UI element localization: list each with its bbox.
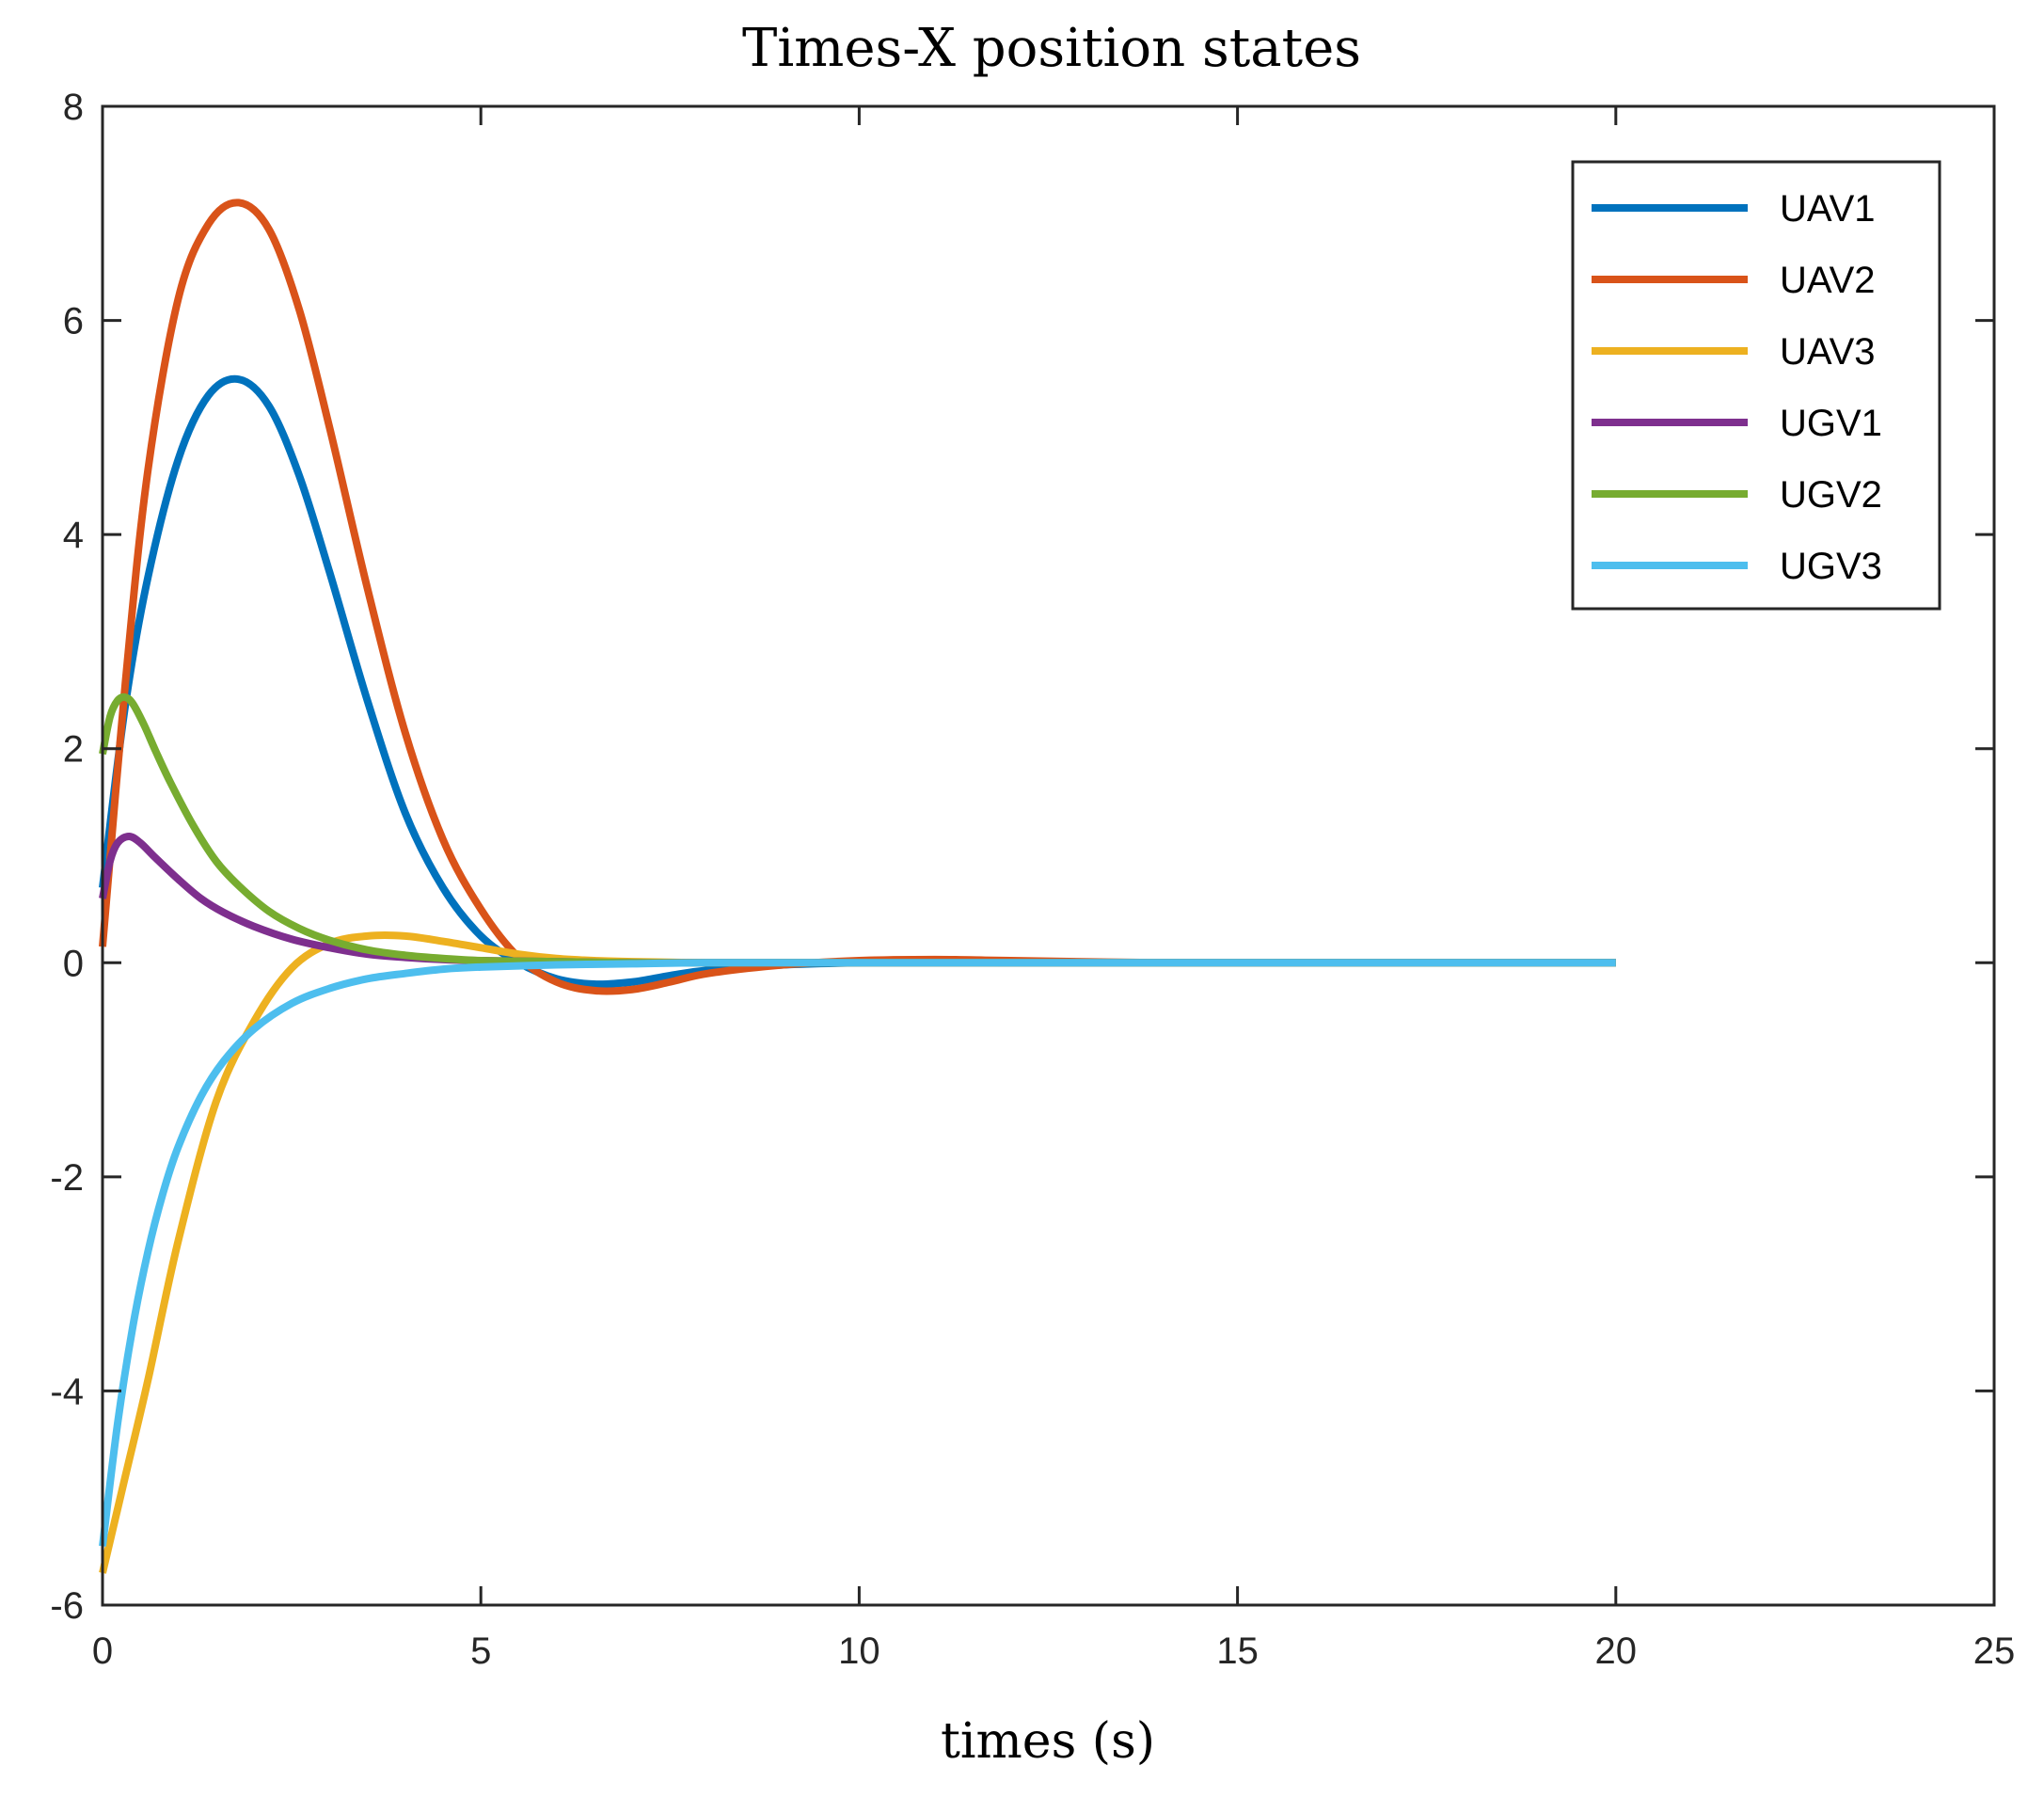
legend-items: UAV1 UAV2 UAV3 UGV1 UGV2 UGV3	[1592, 188, 1882, 587]
legend-label-uav3: UAV3	[1780, 331, 1876, 373]
legend: UAV1 UAV2 UAV3 UGV1 UGV2 UGV3	[1571, 160, 1941, 611]
y-tick-label: 2	[63, 729, 84, 771]
ticks-group: 0 5 10 15 20 25 -6 -4 -2 0 2 4 6 8	[50, 87, 2015, 1672]
y-tick-label: 6	[63, 301, 84, 342]
x-tick-label: 5	[470, 1630, 491, 1672]
x-tick-label: 0	[92, 1630, 113, 1672]
legend-label-uav1: UAV1	[1780, 188, 1876, 230]
y-tick-label: 4	[63, 515, 84, 556]
y-tick-label: -2	[50, 1157, 84, 1199]
y-tick-label: -4	[50, 1371, 84, 1412]
legend-label-ugv1: UGV1	[1780, 403, 1882, 444]
y-tick-label: 0	[63, 943, 84, 984]
legend-label-uav2: UAV2	[1780, 260, 1876, 301]
x-tick-label: 20	[1595, 1630, 1638, 1672]
y-tick-label: -6	[50, 1585, 84, 1627]
series-line-ugv3	[99, 959, 1616, 1547]
x-tick-label: 10	[838, 1630, 880, 1672]
y-tick-label: 8	[63, 87, 84, 128]
x-tick-label: 25	[1973, 1630, 2016, 1672]
plot-border	[101, 104, 1996, 1607]
legend-label-ugv2: UGV2	[1780, 474, 1882, 516]
series-group	[99, 199, 1616, 1574]
x-tick-label: 15	[1216, 1630, 1259, 1672]
x-axis-title: times (s)	[941, 1713, 1155, 1770]
legend-box	[1571, 160, 1941, 611]
chart-title: Times-X position states	[742, 18, 1361, 79]
legend-label-ugv3: UGV3	[1780, 546, 1882, 587]
